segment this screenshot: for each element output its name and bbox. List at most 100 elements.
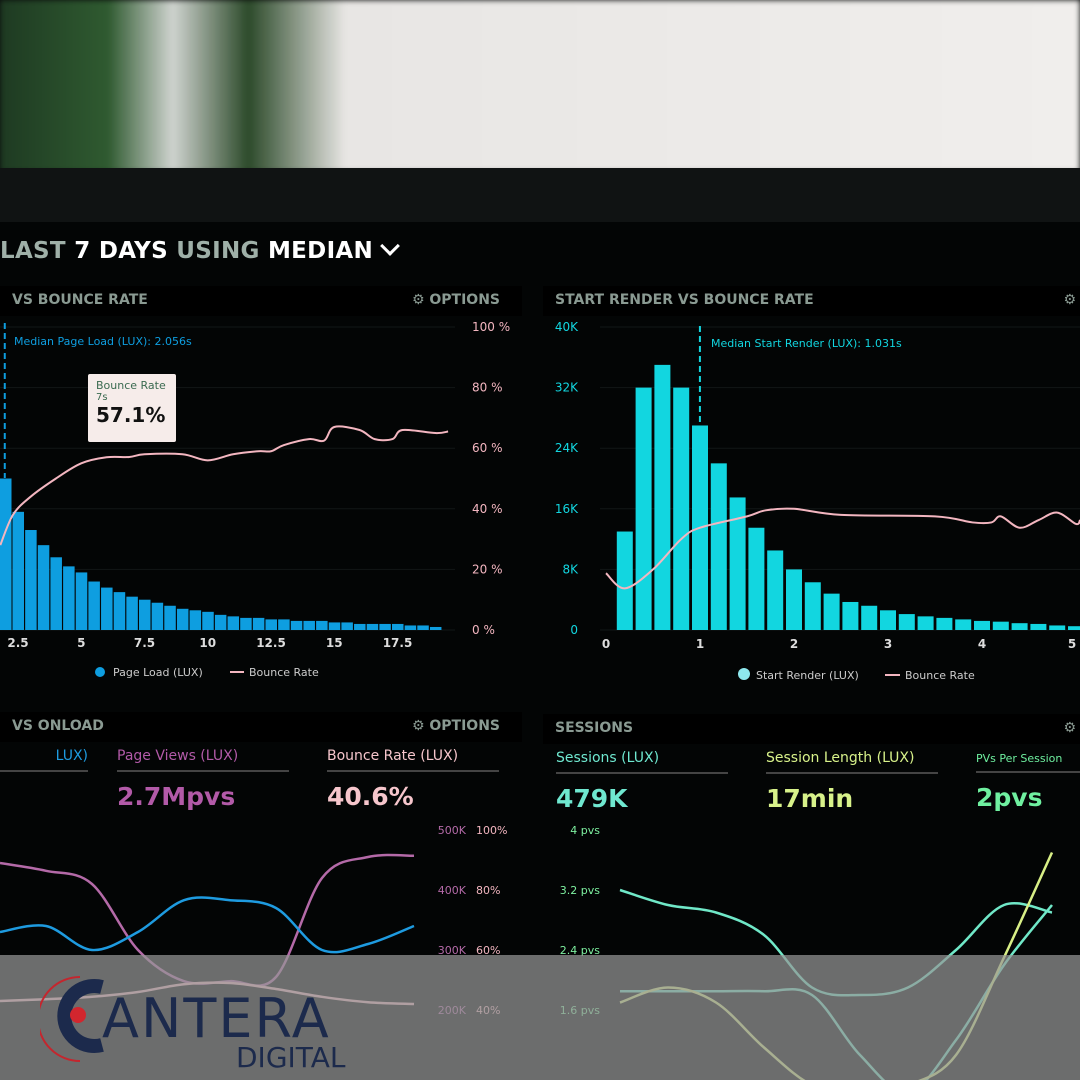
bar [265,619,277,630]
x-tick-label: 5 [77,636,85,650]
y-tick-label: 0 % [472,623,495,637]
cantera-digital-logo: ANTERA DIGITAL [40,976,346,1074]
bar [50,557,62,630]
gear-icon[interactable]: ⚙ [1063,292,1076,308]
svg-text:DIGITAL: DIGITAL [236,1041,346,1074]
bar [616,531,633,630]
y-tick-label: 100 % [472,320,510,334]
median-label: Median Start Render (LUX): 1.031s [711,337,902,350]
y-tick-label: 16K [555,502,579,516]
svg-text:ANTERA: ANTERA [102,987,331,1050]
bar [341,622,353,630]
kpi-value: 479K [556,784,628,813]
legend-label: Page Load (LUX) [113,666,203,679]
y2-tick-label: 100% [476,824,507,837]
bar [113,592,126,630]
bar [673,387,690,630]
bar [328,622,341,630]
bar [25,530,37,630]
bar [240,617,252,630]
bar [748,527,765,630]
x-tick-label: 0 [602,637,610,651]
bar [898,614,915,630]
legend-label: Bounce Rate [249,666,319,679]
bar [303,620,315,630]
y-tick-label: 40 % [472,502,503,516]
bar [0,478,12,630]
bar [729,497,746,630]
header-range: 7 DAYS [74,238,177,264]
options-button[interactable]: ⚙ OPTIONS [411,292,500,308]
bar [1030,623,1047,630]
x-tick-label: 2.5 [7,636,28,650]
bar [12,511,24,630]
tooltip-title: Bounce Rate [96,379,166,392]
kpi-card: Session Length (LUX) 17min [766,750,938,813]
bar [227,616,240,630]
bar [75,572,88,630]
bar [955,619,972,630]
median-label: Median Page Load (LUX): 2.056s [14,335,192,348]
x-tick-label: 5 [1068,637,1076,651]
chart-tooltip: Bounce Rate 7s 57.1% [88,374,176,442]
kpi-value: 17min [766,784,854,813]
tooltip-value: 57.1% [96,403,166,427]
bar [214,614,227,630]
gear-icon[interactable]: ⚙ [1063,720,1076,736]
bar [164,605,176,630]
bar [804,582,821,630]
x-tick-label: 10 [199,636,216,650]
kpi-label: LUX) [0,748,88,772]
bar [316,620,328,630]
monitor-bezel [0,168,1080,228]
y-tick-label: 32K [555,381,579,395]
y-tick-label: 3.2 pvs [560,884,600,897]
bar [992,621,1009,630]
header-text: USING [176,238,268,264]
bar [823,593,840,630]
kpi-card: Bounce Rate (LUX) 40.6% [327,748,499,811]
bar [404,625,417,630]
series-line [0,896,415,954]
bounce-rate-line [0,425,449,546]
legend-swatch [738,668,750,680]
bar [654,364,671,630]
kpi-card: PVs Per Session 2pvs [976,750,1080,812]
y-tick-label: 4 pvs [570,824,600,837]
bar [139,599,151,630]
bar [842,601,859,630]
x-tick-label: 17.5 [383,636,413,650]
kpi-value: 2pvs [976,783,1043,812]
y-tick-label: 20 % [472,562,503,576]
dashboard-screen [0,222,1080,1080]
kpi-label: Sessions (LUX) [556,750,728,774]
kpi-label: PVs Per Session [976,750,1080,773]
options-button[interactable]: ⚙ OPTIONS [411,718,500,734]
bar [936,617,953,630]
y-tick-label: 80 % [472,381,503,395]
bar [767,550,784,630]
kpi-card: LUX) [0,748,88,782]
panel-title: START RENDER VS BOUNCE RATE [555,292,814,308]
date-range-selector[interactable]: LAST 7 DAYS USING MEDIAN [0,236,400,264]
kpi-label: Bounce Rate (LUX) [327,748,499,772]
bar [429,626,442,630]
bar [290,620,303,630]
y2-tick-label: 60% [476,944,500,957]
bar [366,623,379,630]
header-text: LAST [0,238,75,264]
y-tick-label: 0 [570,623,578,637]
legend-label: Start Render (LUX) [756,669,859,682]
bar [417,625,429,630]
y-tick-label: 400K [438,884,467,897]
kpi-label: Page Views (LUX) [117,748,289,772]
bar [202,611,214,630]
bar [176,608,189,630]
x-tick-label: 2 [790,637,798,651]
y-tick-label: 2.4 pvs [560,944,600,957]
bar [917,616,934,630]
bar [151,602,164,630]
bar [710,463,727,630]
bar [88,581,100,630]
